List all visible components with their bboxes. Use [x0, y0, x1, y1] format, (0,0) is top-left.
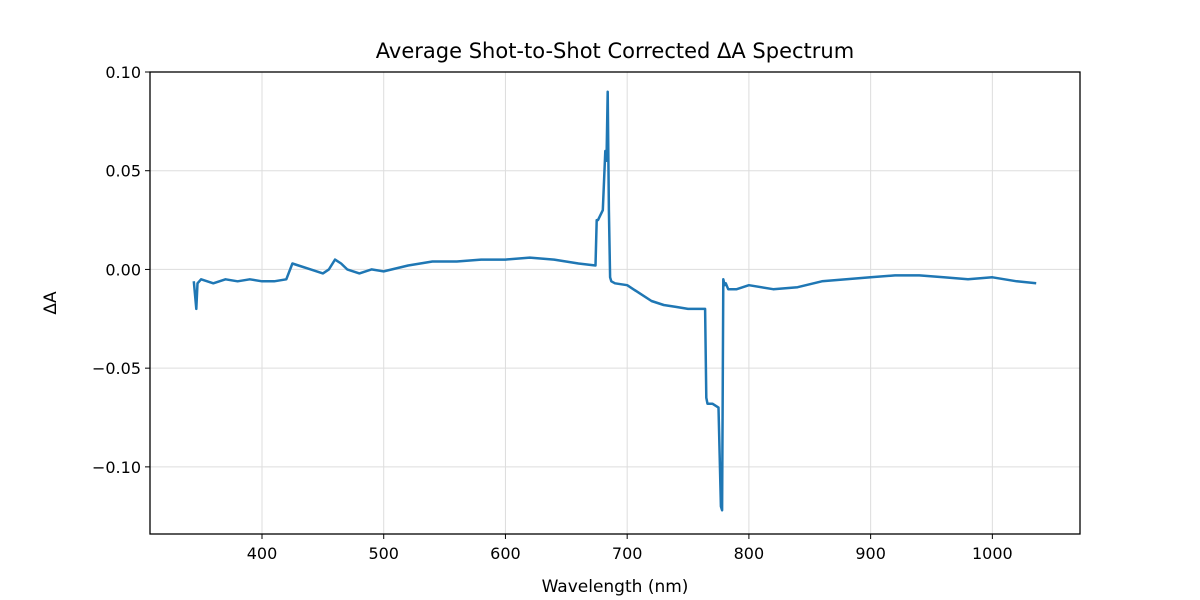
- x-tick-label: 600: [490, 544, 521, 563]
- y-tick-label: −0.05: [92, 359, 141, 378]
- plot-frame: [149, 71, 1081, 535]
- y-tick-label: 0.10: [105, 63, 141, 82]
- series-line: [192, 90, 1037, 512]
- y-tick-label: −0.10: [92, 458, 141, 477]
- x-tick-label: 500: [368, 544, 399, 563]
- x-axis: 400 500 600 700 800 900 1000: [247, 534, 1013, 563]
- y-tick-label: 0.00: [105, 260, 141, 279]
- y-axis-label: ΔA: [41, 291, 61, 315]
- y-axis: 0.10 0.05 0.00 −0.05 −0.10: [92, 63, 150, 477]
- y-tick-label: 0.05: [105, 162, 141, 181]
- series-group: [192, 90, 1037, 512]
- x-tick-label: 700: [612, 544, 643, 563]
- x-tick-label: 800: [734, 544, 765, 563]
- x-tick-label: 1000: [972, 544, 1013, 563]
- grid: [150, 71, 1080, 534]
- x-tick-label: 400: [247, 544, 278, 563]
- chart-title: Average Shot-to-Shot Corrected ΔA Spectr…: [376, 39, 854, 63]
- x-tick-label: 900: [855, 544, 886, 563]
- x-axis-label: Wavelength (nm): [542, 577, 689, 597]
